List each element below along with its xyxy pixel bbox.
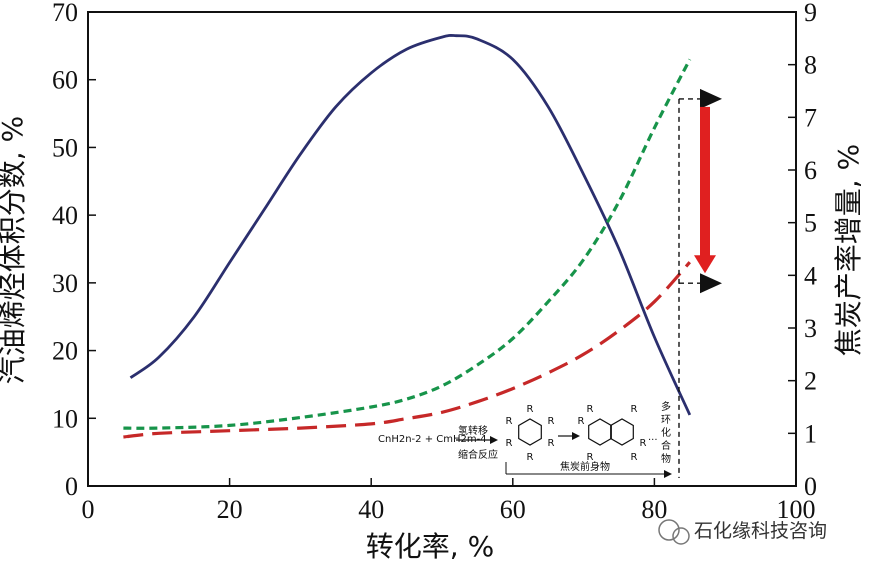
inset-label-condensation: 缩合反应 <box>458 448 498 461</box>
polycyclic-label-char: 化 <box>661 426 671 439</box>
y-left-axis-ticks: 0 10 20 30 40 50 60 70 <box>52 0 96 501</box>
y-left-tick-label: 70 <box>52 0 78 27</box>
inset-label-hydrogen-transfer: 氢转移 <box>458 424 488 437</box>
substituent-label: R <box>506 416 513 427</box>
wechat-icon-bubble <box>672 527 690 545</box>
inset-label-coke-precursor: 焦炭前身物 <box>560 460 610 473</box>
substituent-label: R <box>631 452 638 463</box>
substituent-label: R <box>527 404 534 415</box>
y-right-axis-title: 焦炭产率增量, % <box>832 144 865 356</box>
polycyclic-label-char: 环 <box>661 415 671 426</box>
watermark-text: 石化缘科技咨询 <box>694 520 827 542</box>
y-right-tick-label: 4 <box>804 261 817 290</box>
x-axis-ticks: 0 20 40 60 80 100 <box>82 478 816 524</box>
y-left-axis-title: 汽油烯烃体积分数, % <box>0 116 29 384</box>
polycyclic-label-char: 合 <box>661 439 671 452</box>
substituent-label: R <box>527 452 534 463</box>
y-right-tick-label: 2 <box>804 367 817 396</box>
substituent-label: R <box>578 416 585 427</box>
upper-arrowhead <box>700 88 722 109</box>
lower-arrowhead <box>700 273 722 294</box>
benzene-ring <box>518 418 542 446</box>
substituent-label: R <box>631 404 638 415</box>
substituent-label: R <box>548 416 555 427</box>
y-right-tick-label: 8 <box>804 51 817 80</box>
series-layer <box>123 34 692 439</box>
x-axis-title: 转化率, % <box>366 530 494 563</box>
y-right-tick-label: 7 <box>804 103 817 132</box>
y-left-tick-label: 20 <box>52 337 78 366</box>
inset-arrow-2-head <box>572 432 580 440</box>
y-left-tick-label: 30 <box>52 269 78 298</box>
y-right-tick-label: 1 <box>804 419 817 448</box>
x-tick-label: 100 <box>777 495 816 524</box>
y-left-tick-label: 10 <box>52 404 78 433</box>
red-arrow-shaft <box>700 106 710 260</box>
x-tick-label: 80 <box>641 495 667 524</box>
coke-yield-line-red <box>123 261 691 439</box>
x-tick-label: 20 <box>217 495 243 524</box>
substituent-label: R <box>548 438 555 449</box>
y-left-tick-label: 0 <box>65 472 78 501</box>
y-right-tick-label: 0 <box>804 472 817 501</box>
x-tick-label: 60 <box>500 495 526 524</box>
coke-yield-line-green <box>123 58 692 430</box>
substituent-label: R <box>640 438 647 449</box>
y-right-tick-label: 9 <box>804 0 817 27</box>
inset-ellipsis: ... <box>648 432 658 443</box>
y-left-tick-label: 50 <box>52 133 78 162</box>
plot-border <box>87 11 797 487</box>
polycyclic-label-char: 物 <box>661 452 671 465</box>
y-right-tick-label: 6 <box>804 156 817 185</box>
substituent-label: R <box>587 404 594 415</box>
polycyclic-label-char: 多 <box>661 400 671 413</box>
y-left-tick-label: 40 <box>52 201 78 230</box>
olefin-content-line <box>129 34 692 416</box>
inset-arrow-1-head <box>490 436 498 444</box>
x-tick-label: 40 <box>358 495 384 524</box>
annotation-layer <box>678 88 722 478</box>
x-tick-label: 0 <box>82 495 95 524</box>
y-right-tick-label: 3 <box>804 314 817 343</box>
watermark: 石化缘科技咨询 <box>658 519 827 545</box>
wechat-icon <box>658 519 680 541</box>
y-right-tick-label: 5 <box>804 209 817 238</box>
inset-reactants: CnH2n-2 + CmH2m-4 <box>378 434 487 445</box>
plot-frame <box>87 11 797 487</box>
substituent-label: R <box>506 438 513 449</box>
naphthalene-ring-2 <box>610 418 634 446</box>
y-right-axis-ticks: 0 1 2 3 4 5 6 7 8 9 <box>788 0 817 501</box>
substituent-label: R <box>587 452 594 463</box>
precursor-bracket-head <box>664 470 672 478</box>
red-arrowhead <box>694 255 716 274</box>
naphthalene-ring-1 <box>588 418 612 446</box>
y-left-tick-label: 60 <box>52 66 78 95</box>
